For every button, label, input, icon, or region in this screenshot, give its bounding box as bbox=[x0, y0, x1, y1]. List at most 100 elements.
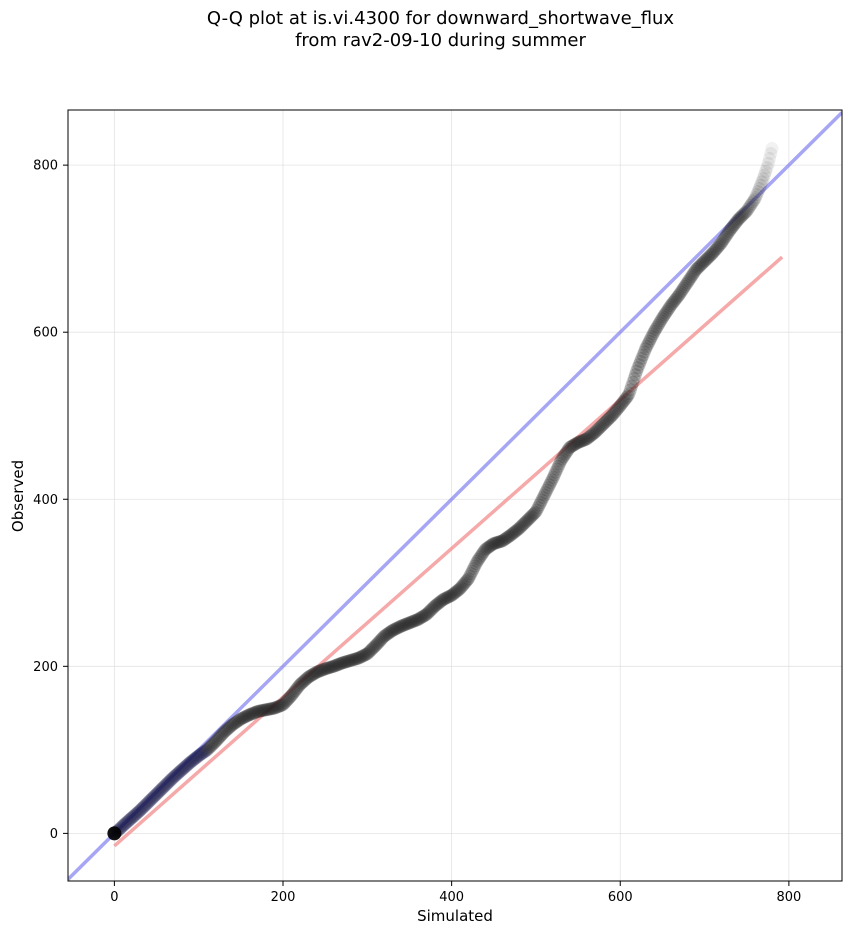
quantile-point bbox=[637, 345, 651, 359]
quantile-point bbox=[609, 403, 623, 417]
quantile-point bbox=[128, 808, 142, 822]
quantile-point bbox=[332, 657, 346, 671]
quantile-point bbox=[228, 716, 242, 730]
quantile-point bbox=[757, 168, 771, 182]
quantile-point bbox=[287, 685, 301, 699]
quantile-point bbox=[129, 807, 143, 821]
quantile-point bbox=[726, 219, 740, 233]
quantile-point bbox=[216, 726, 230, 740]
quantile-point bbox=[722, 225, 736, 239]
x-tick-label: 200 bbox=[271, 890, 296, 905]
quantile-point bbox=[198, 744, 212, 758]
x-tick-label: 400 bbox=[439, 890, 464, 905]
quantile-point bbox=[224, 719, 238, 733]
quantile-point bbox=[336, 656, 350, 670]
quantile-point bbox=[183, 755, 197, 769]
quantile-point bbox=[298, 673, 312, 687]
quantile-point bbox=[190, 750, 204, 764]
quantile-point bbox=[211, 732, 225, 746]
quantile-point bbox=[426, 601, 440, 615]
quantile-point bbox=[645, 329, 659, 343]
quantile-point bbox=[315, 663, 329, 677]
y-tick-label: 600 bbox=[33, 326, 58, 341]
quantile-point bbox=[201, 742, 215, 756]
quantile-point bbox=[340, 654, 354, 668]
quantile-point bbox=[311, 665, 325, 679]
quantile-point bbox=[403, 616, 417, 630]
quantile-point bbox=[281, 693, 295, 707]
quantile-point bbox=[741, 202, 755, 216]
quantile-point bbox=[415, 610, 429, 624]
quantile-point bbox=[713, 237, 727, 251]
quantile-point bbox=[730, 215, 744, 229]
quantile-point bbox=[583, 429, 597, 443]
quantile-point bbox=[418, 608, 432, 622]
quantile-point bbox=[723, 223, 737, 237]
x-tick-label: 800 bbox=[776, 890, 801, 905]
quantile-point bbox=[174, 763, 188, 777]
quantile-point bbox=[725, 221, 739, 235]
quantile-point bbox=[644, 332, 658, 346]
quantile-point bbox=[475, 547, 489, 561]
quantile-point bbox=[331, 657, 345, 671]
axis-ticks: 0 200 400 600 800 0 200 400 600 800 bbox=[33, 159, 801, 905]
quantile-point bbox=[273, 699, 287, 713]
quantile-point bbox=[465, 564, 479, 578]
quantile-point bbox=[525, 509, 539, 523]
quantile-point bbox=[215, 728, 229, 742]
quantile-point bbox=[265, 702, 279, 716]
quantile-point bbox=[563, 440, 577, 454]
chart-title: Q-Q plot at is.vi.4300 for downward_shor… bbox=[0, 8, 851, 52]
quantile-point bbox=[134, 803, 148, 817]
x-axis-label: Simulated bbox=[417, 907, 493, 925]
quantile-point bbox=[534, 496, 548, 510]
quantile-point bbox=[136, 800, 150, 814]
quantile-point bbox=[173, 764, 187, 778]
quantile-point bbox=[501, 530, 515, 544]
quantile-point bbox=[440, 591, 454, 605]
quantile-point bbox=[330, 658, 344, 672]
quantile-point bbox=[603, 410, 617, 424]
quantile-point bbox=[197, 745, 211, 759]
quantile-point bbox=[493, 535, 507, 549]
quantile-point bbox=[310, 665, 324, 679]
quantile-point bbox=[480, 541, 494, 555]
quantile-point bbox=[212, 730, 226, 744]
quantile-point bbox=[413, 611, 427, 625]
quantile-point bbox=[510, 523, 524, 537]
quantile-point bbox=[291, 680, 305, 694]
quantile-point bbox=[142, 795, 156, 809]
quantile-point bbox=[468, 559, 482, 573]
plot-frame bbox=[67, 109, 843, 882]
quantile-point bbox=[470, 554, 484, 568]
quantile-point bbox=[320, 661, 334, 675]
quantile-point bbox=[451, 583, 465, 597]
quantile-point bbox=[434, 595, 448, 609]
quantile-point bbox=[642, 334, 656, 348]
quantile-point bbox=[316, 663, 330, 677]
quantile-point bbox=[555, 452, 569, 466]
quantile-point bbox=[636, 348, 650, 362]
quantile-point bbox=[676, 281, 690, 295]
quantile-point bbox=[172, 766, 186, 780]
quantile-point bbox=[523, 510, 537, 524]
quantile-point bbox=[308, 666, 322, 680]
y-tick-label: 0 bbox=[50, 827, 58, 842]
quantile-point bbox=[120, 815, 134, 829]
quantile-point bbox=[159, 778, 173, 792]
quantile-point bbox=[594, 419, 608, 433]
quantile-point bbox=[443, 589, 457, 603]
quantile-point bbox=[407, 614, 421, 628]
quantile-point bbox=[335, 656, 349, 670]
quantile-point bbox=[623, 383, 637, 397]
quantile-point bbox=[338, 655, 352, 669]
quantile-point bbox=[566, 438, 580, 452]
quantile-point bbox=[362, 646, 376, 660]
quantile-point bbox=[158, 779, 172, 793]
quantile-point bbox=[193, 748, 207, 762]
quantile-point bbox=[252, 704, 266, 718]
quantile-point bbox=[416, 610, 430, 624]
quantile-point bbox=[408, 614, 422, 628]
quantile-point bbox=[706, 246, 720, 260]
quantile-point bbox=[701, 251, 715, 265]
